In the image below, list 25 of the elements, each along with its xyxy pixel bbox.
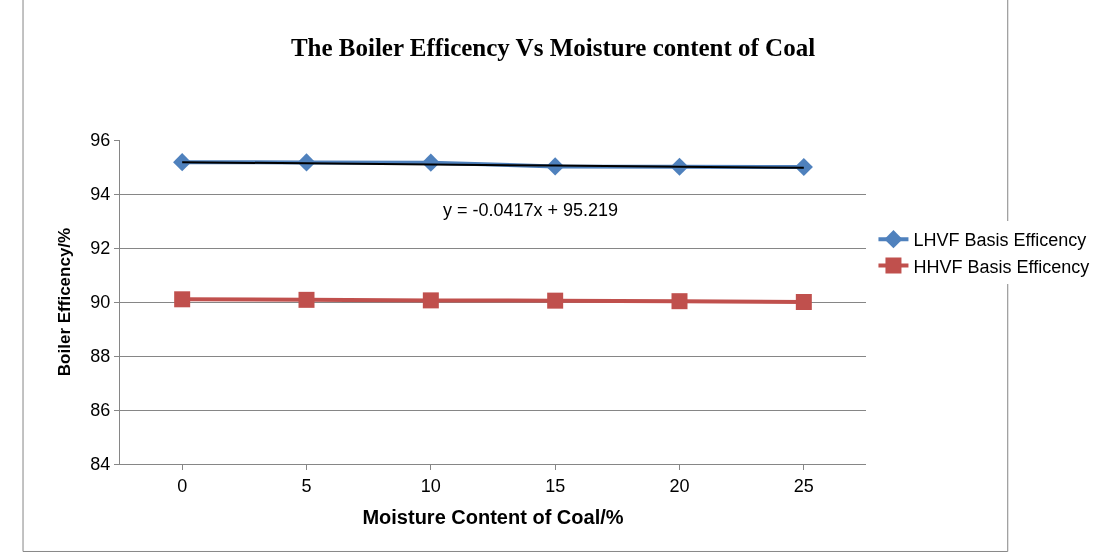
y-tick-label: 86 bbox=[90, 400, 111, 421]
x-tick-label: 0 bbox=[177, 475, 188, 496]
point bbox=[671, 293, 688, 310]
y-tick-label: 84 bbox=[90, 454, 111, 475]
x-tick-label: 10 bbox=[420, 475, 441, 496]
legend-label: LHVF Basis Efficency bbox=[913, 230, 1087, 251]
y-tick-label: 94 bbox=[90, 184, 111, 205]
point bbox=[547, 292, 564, 309]
y-tick-label: 90 bbox=[90, 292, 111, 313]
legend-label: HHVF Basis Efficency bbox=[913, 256, 1090, 277]
point bbox=[422, 292, 439, 309]
point bbox=[298, 291, 315, 308]
x-tick-label: 20 bbox=[669, 475, 690, 496]
point bbox=[795, 294, 812, 310]
x-tick-label: 5 bbox=[301, 475, 312, 496]
chart-title: The Boiler Efficency Vs Moisture content of Coal bbox=[290, 34, 816, 62]
y-tick-label: 96 bbox=[90, 130, 111, 151]
x-tick-label: 15 bbox=[545, 475, 566, 496]
y-tick-label: 92 bbox=[90, 238, 111, 259]
y-tick-label: 88 bbox=[90, 346, 111, 367]
y-axis-title: Boiler Efficency/% bbox=[54, 227, 74, 377]
x-tick-label: 25 bbox=[793, 475, 814, 496]
annotation: y = -0.0417x + 95.219 bbox=[443, 200, 619, 220]
point bbox=[174, 291, 191, 308]
x-axis-title: Moisture Content of Coal/% bbox=[362, 506, 624, 529]
